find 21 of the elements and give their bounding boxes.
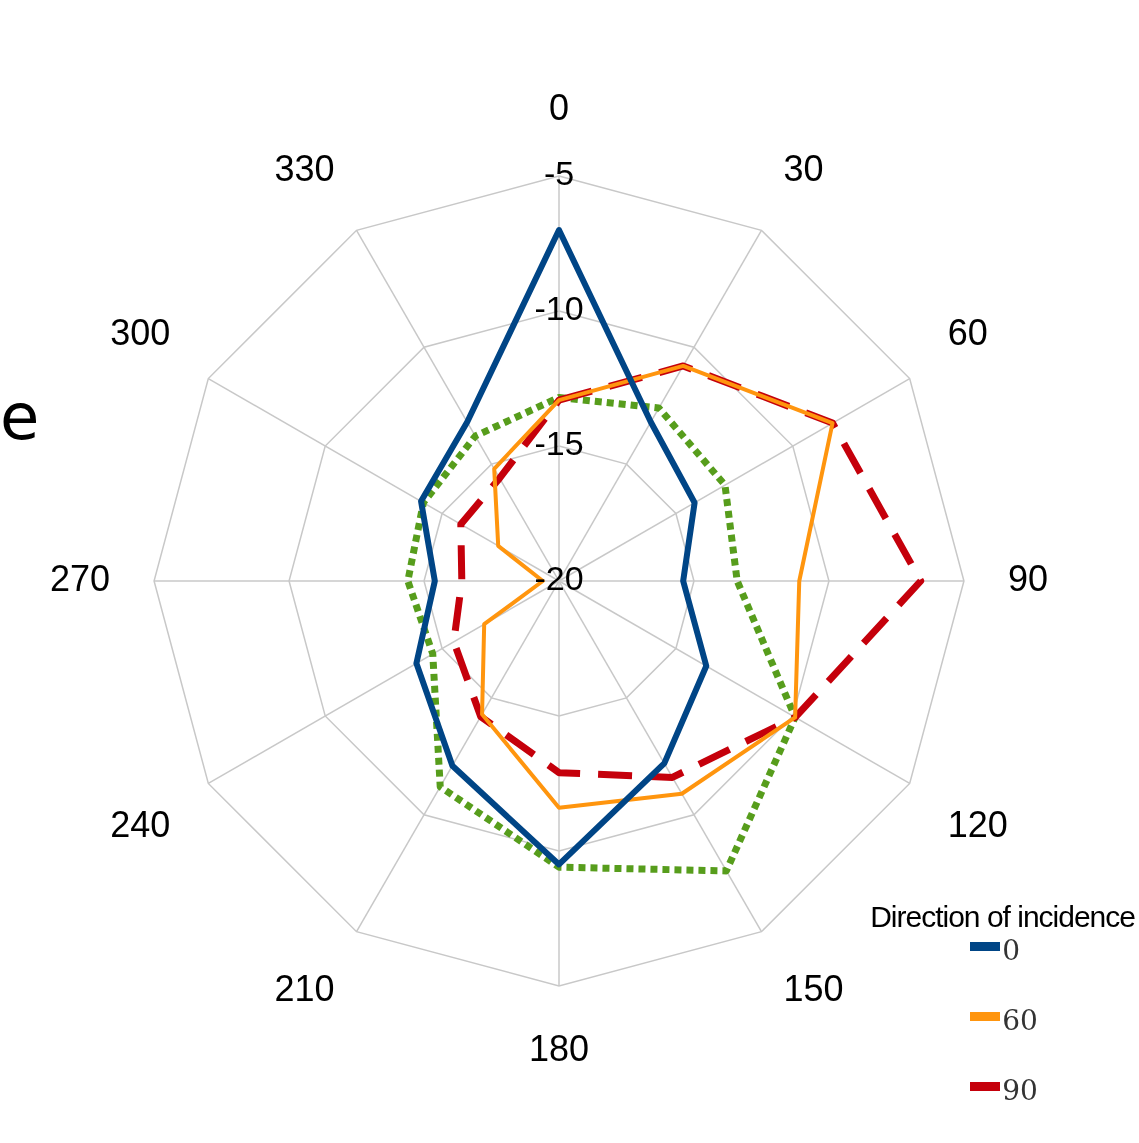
spoke-label: 30 (783, 147, 824, 189)
spoke-label: 210 (274, 968, 335, 1010)
spoke-label: 300 (110, 311, 171, 353)
y-tick-label: -5 (543, 154, 575, 193)
text: e (0, 380, 40, 454)
legend-label: 60 (1002, 1004, 1038, 1037)
y-tick-label: -15 (534, 424, 584, 463)
spoke-label: 120 (947, 803, 1008, 845)
spoke-label: 270 (49, 557, 111, 599)
spoke-label: 60 (947, 311, 988, 353)
spoke-label: 180 (528, 1028, 590, 1070)
spoke-label: 0 (548, 87, 570, 129)
y-tick-label: -20 (534, 559, 584, 598)
spoke-label: 150 (783, 968, 844, 1010)
legend-label: 90 (1002, 1074, 1038, 1107)
y-tick-label: -10 (534, 289, 584, 328)
legend-label: 0 (1002, 934, 1020, 967)
spoke-label: 90 (1007, 557, 1048, 599)
spoke-label: 240 (110, 803, 171, 845)
legend-title: Direction of incidence (870, 900, 1135, 934)
spoke-label: 330 (274, 147, 335, 189)
